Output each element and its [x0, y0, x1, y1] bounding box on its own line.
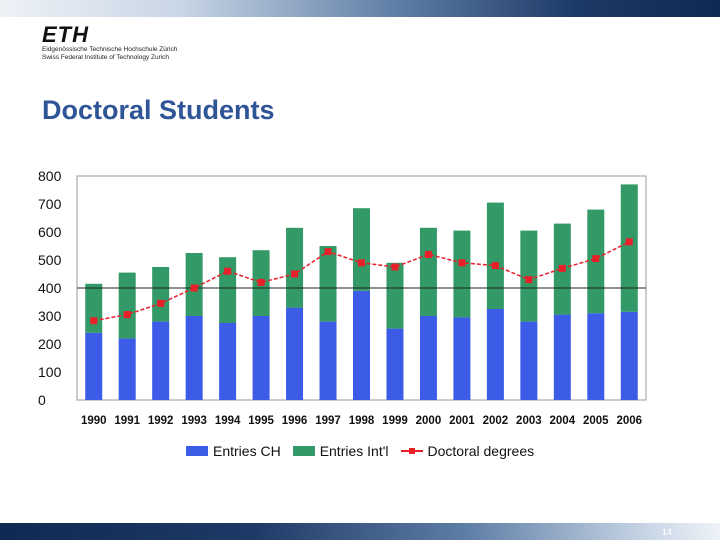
point-doctoral-degrees [157, 299, 165, 307]
point-doctoral-degrees [358, 259, 365, 267]
bar-entries-intl [453, 230, 471, 318]
x-tick-label: 2003 [516, 415, 542, 427]
logo-line-german: Eidgenössische Technische Hochschule Zür… [42, 46, 178, 53]
bar-entries-intl [419, 227, 437, 316]
bar-entries-intl [353, 208, 370, 291]
legend-label-entries-intl: Entries Int'l [319, 443, 389, 459]
bar-entries-ch [118, 338, 136, 400]
point-doctoral-degrees [391, 263, 399, 271]
point-doctoral-degrees [525, 276, 533, 284]
x-tick-label: 1990 [81, 415, 107, 427]
point-doctoral-degrees [625, 238, 633, 246]
point-doctoral-degrees [491, 262, 499, 270]
top-banner [0, 0, 720, 17]
bar-entries-ch [453, 317, 471, 400]
x-tick-label: 1994 [215, 415, 241, 427]
x-tick-label: 1992 [148, 415, 174, 427]
page-number: 14 [661, 527, 672, 537]
x-tick-label: 2000 [416, 415, 442, 427]
legend-label-doctoral-degrees: Doctoral degrees [427, 443, 535, 459]
logo-line-english: Swiss Federal Institute of Technology Zu… [42, 54, 170, 61]
point-doctoral-degrees [458, 259, 466, 267]
bar-entries-ch [219, 323, 237, 400]
bar-entries-intl [286, 227, 304, 308]
bar-entries-ch [319, 321, 337, 400]
bar-entries-ch [185, 316, 203, 400]
x-tick-label: 2004 [550, 415, 576, 427]
bar-entries-intl [152, 267, 170, 322]
bar-entries-ch [353, 290, 370, 400]
x-tick-label: 1998 [349, 415, 375, 427]
bar-entries-ch [587, 313, 605, 400]
bar-entries-intl [386, 262, 404, 329]
eth-logo: ETH Eidgenössische Technische Hochschule… [42, 24, 177, 62]
x-tick-label: 1995 [248, 415, 274, 427]
bar-entries-ch [386, 328, 404, 400]
legend-item-doctoral-degrees: Doctoral degrees [400, 443, 535, 459]
point-doctoral-degrees [190, 284, 198, 292]
bar-entries-ch [520, 321, 538, 400]
legend-label-entries-ch: Entries CH [213, 443, 281, 459]
y-tick-label: 600 [38, 224, 62, 240]
x-tick-label: 2005 [583, 415, 609, 427]
x-tick-label: 1999 [382, 415, 408, 427]
bar-entries-ch [152, 321, 170, 400]
y-tick-label: 0 [38, 392, 46, 408]
bar-entries-intl [486, 202, 504, 309]
y-tick-label: 800 [38, 168, 62, 184]
point-doctoral-degrees [224, 267, 232, 275]
x-tick-label: 1996 [282, 415, 308, 427]
y-tick-label: 500 [38, 252, 62, 268]
bar-entries-ch [286, 307, 304, 400]
x-tick-label: 1993 [181, 415, 207, 427]
chart-legend: Entries CH Entries Int'l Doctoral degree… [186, 443, 546, 459]
y-tick-label: 300 [38, 308, 62, 324]
legend-swatch-doctoral-degrees [400, 446, 423, 456]
bar-entries-ch [620, 311, 638, 400]
point-doctoral-degrees [324, 248, 332, 256]
logo-mark: ETH [42, 22, 89, 47]
bar-entries-ch [553, 314, 571, 400]
bar-entries-ch [252, 316, 270, 400]
legend-item-entries-ch: Entries CH [186, 443, 281, 459]
x-tick-label: 2002 [483, 415, 509, 427]
bar-entries-intl [118, 272, 136, 339]
y-tick-label: 700 [38, 196, 62, 212]
bar-entries-intl [85, 283, 103, 333]
x-tick-label: 2001 [449, 415, 475, 427]
x-tick-label: 1991 [114, 415, 140, 427]
bottom-banner [0, 523, 720, 540]
bar-entries-ch [85, 332, 103, 400]
point-doctoral-degrees [592, 255, 600, 263]
bar-entries-ch [486, 309, 504, 400]
bar-entries-intl [620, 184, 638, 312]
x-tick-label: 2006 [616, 415, 642, 427]
y-tick-label: 400 [38, 280, 62, 296]
point-doctoral-degrees [558, 264, 566, 272]
bar-entries-ch [419, 316, 437, 400]
point-doctoral-degrees [291, 270, 299, 278]
bar-entries-intl [319, 246, 337, 322]
y-tick-label: 200 [38, 336, 62, 352]
legend-swatch-entries-intl [292, 446, 315, 456]
bar-entries-intl [219, 257, 237, 323]
point-doctoral-degrees [424, 250, 432, 258]
x-tick-label: 1997 [315, 415, 341, 427]
y-tick-label: 100 [38, 364, 62, 380]
point-doctoral-degrees [90, 317, 98, 325]
slide-title: Doctoral Students [42, 95, 275, 125]
point-doctoral-degrees [123, 311, 131, 319]
legend-item-entries-intl: Entries Int'l [292, 443, 389, 459]
point-doctoral-degrees [257, 278, 265, 286]
legend-swatch-entries-ch [186, 446, 208, 456]
